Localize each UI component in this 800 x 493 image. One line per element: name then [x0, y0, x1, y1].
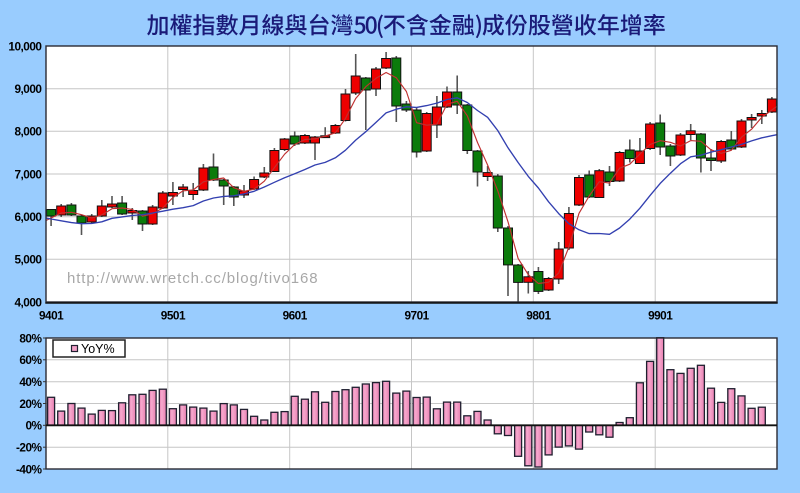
svg-text:0%: 0%: [25, 419, 42, 433]
svg-text:10,000: 10,000: [8, 39, 42, 53]
svg-text:-40%: -40%: [16, 462, 43, 476]
svg-text:4,000: 4,000: [14, 295, 42, 309]
svg-text:9501: 9501: [161, 309, 186, 323]
svg-text:7,000: 7,000: [14, 167, 42, 181]
svg-text:YoY%: YoY%: [81, 342, 115, 356]
svg-text:9601: 9601: [283, 309, 308, 323]
svg-text:9,000: 9,000: [14, 82, 42, 96]
svg-text:-20%: -20%: [16, 441, 43, 455]
svg-text:9701: 9701: [404, 309, 429, 323]
svg-text:http://www.wretch.cc/blog/tivo: http://www.wretch.cc/blog/tivo168: [67, 270, 318, 287]
svg-text:6,000: 6,000: [14, 210, 42, 224]
svg-text:80%: 80%: [19, 331, 42, 345]
svg-text:40%: 40%: [19, 375, 42, 389]
svg-text:9901: 9901: [648, 309, 673, 323]
svg-text:20%: 20%: [19, 397, 42, 411]
svg-text:60%: 60%: [19, 353, 42, 367]
svg-text:9801: 9801: [526, 309, 551, 323]
svg-text:8,000: 8,000: [14, 125, 42, 139]
svg-text:9401: 9401: [39, 309, 64, 323]
svg-text:5,000: 5,000: [14, 253, 42, 267]
